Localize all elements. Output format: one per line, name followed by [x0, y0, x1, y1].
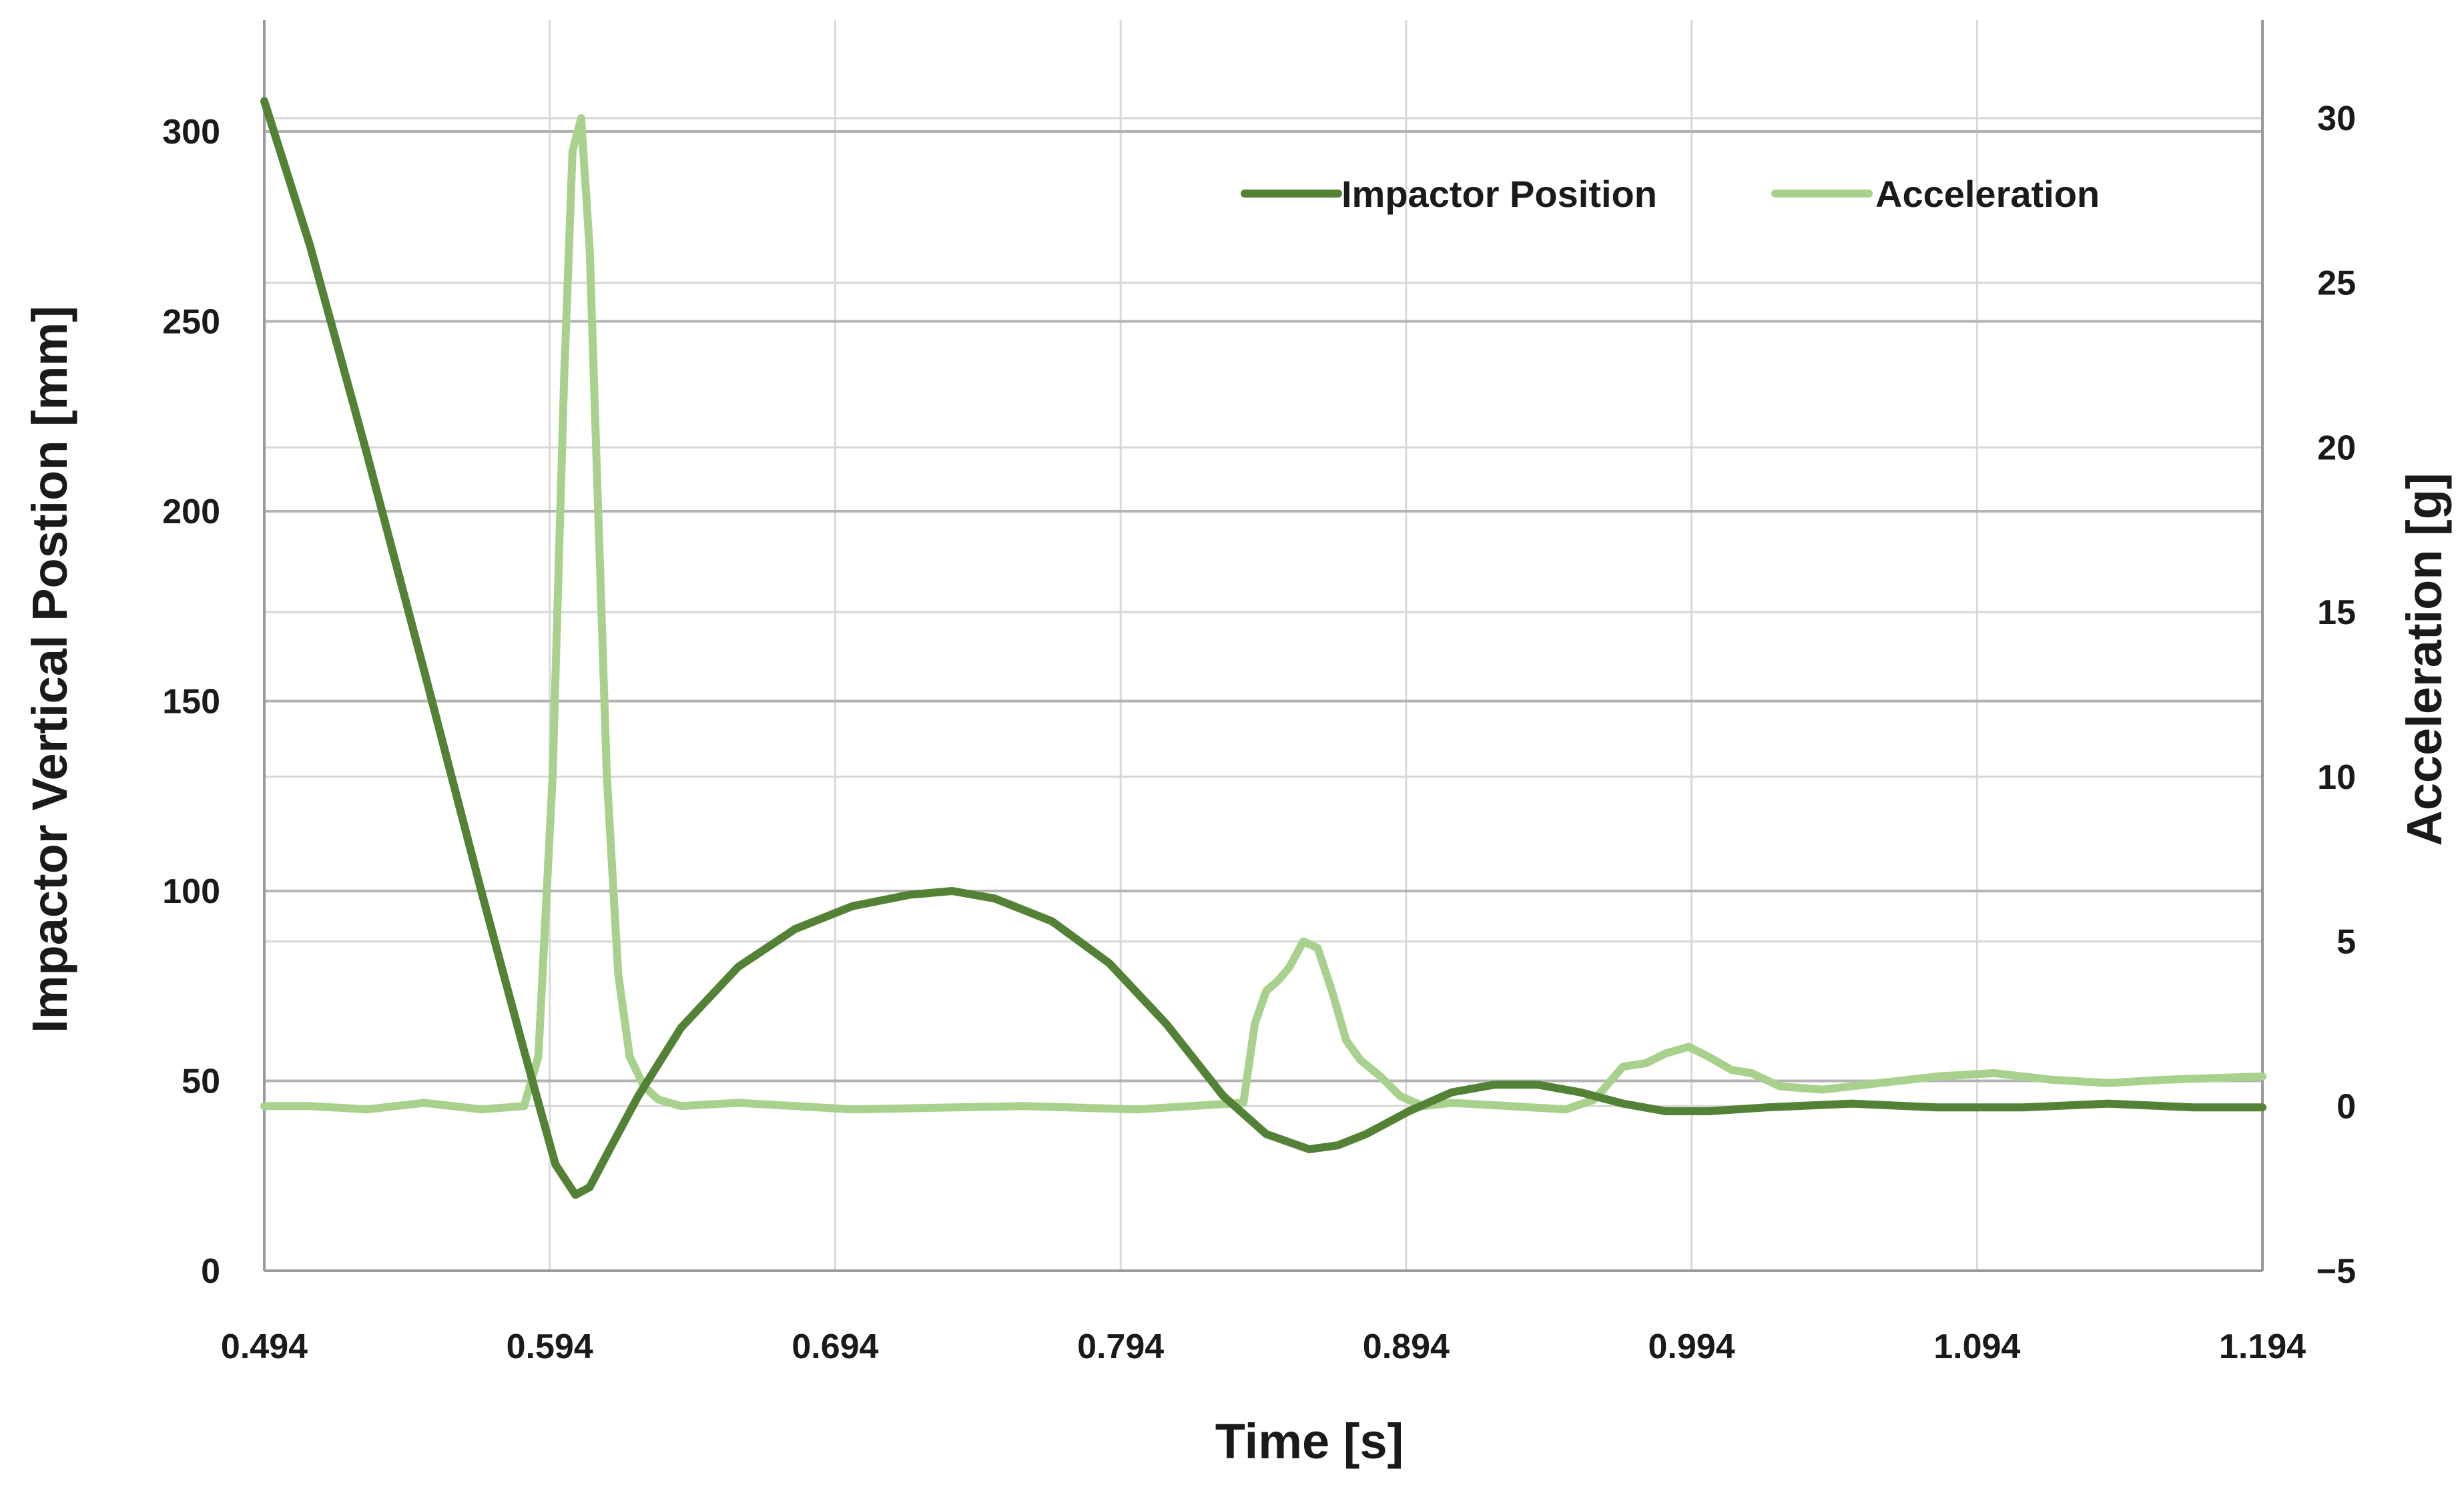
x-tick-label: 1.094 [1933, 1327, 2020, 1366]
y2-tick-label: 15 [2317, 593, 2356, 632]
y-tick-label: 150 [162, 683, 220, 721]
x-tick-label: 0.494 [221, 1327, 308, 1366]
y2-tick-label: 25 [2317, 264, 2356, 303]
x-tick-labels: 0.494 0.594 0.694 0.794 0.894 0.994 1.094 1.194 [221, 1327, 2306, 1366]
x-tick-label: 1.194 [2219, 1327, 2306, 1366]
y2-tick-label: 20 [2317, 428, 2356, 467]
series-lines [260, 97, 2266, 1199]
x-axis-title: Time [s] [1215, 1414, 1404, 1469]
series-line-acceleration [260, 114, 2266, 1114]
y2-tick-label: −5 [2317, 1252, 2356, 1291]
y-tick-label: 300 [162, 113, 220, 152]
y2-tick-label: 0 [2337, 1087, 2356, 1126]
y2-tick-label: 30 [2317, 99, 2356, 138]
y-tick-label: 50 [182, 1063, 220, 1101]
y-axis-title: Impactor Vertical Postion [mm] [22, 306, 77, 1033]
gridlines [263, 20, 2264, 1272]
x-tick-label: 0.594 [507, 1327, 593, 1366]
legend-impactor-position-label: Impactor Position [1341, 173, 1657, 215]
legend: Impactor Position Acceleration [1241, 173, 2100, 215]
x-tick-label: 0.694 [792, 1327, 878, 1366]
legend-acceleration-label: Acceleration [1875, 173, 2100, 215]
y-tick-label: 200 [162, 493, 220, 531]
x-tick-label: 0.794 [1077, 1327, 1164, 1366]
y2-axis-title: Acceleration [g] [2397, 473, 2452, 846]
y-tick-label: 100 [162, 872, 220, 911]
x-tick-label: 0.894 [1363, 1327, 1450, 1366]
series-line-impactor-position [260, 97, 2266, 1199]
x-tick-label: 0.994 [1648, 1327, 1735, 1366]
y-tick-labels: 0 50 100 150 200 250 300 [162, 113, 220, 1291]
y-tick-label: 0 [201, 1252, 220, 1291]
y2-tick-labels: −5 0 5 10 15 20 25 30 [2317, 99, 2356, 1291]
y2-tick-label: 5 [2337, 923, 2356, 962]
y-tick-label: 250 [162, 303, 220, 342]
y2-tick-label: 10 [2317, 758, 2356, 797]
